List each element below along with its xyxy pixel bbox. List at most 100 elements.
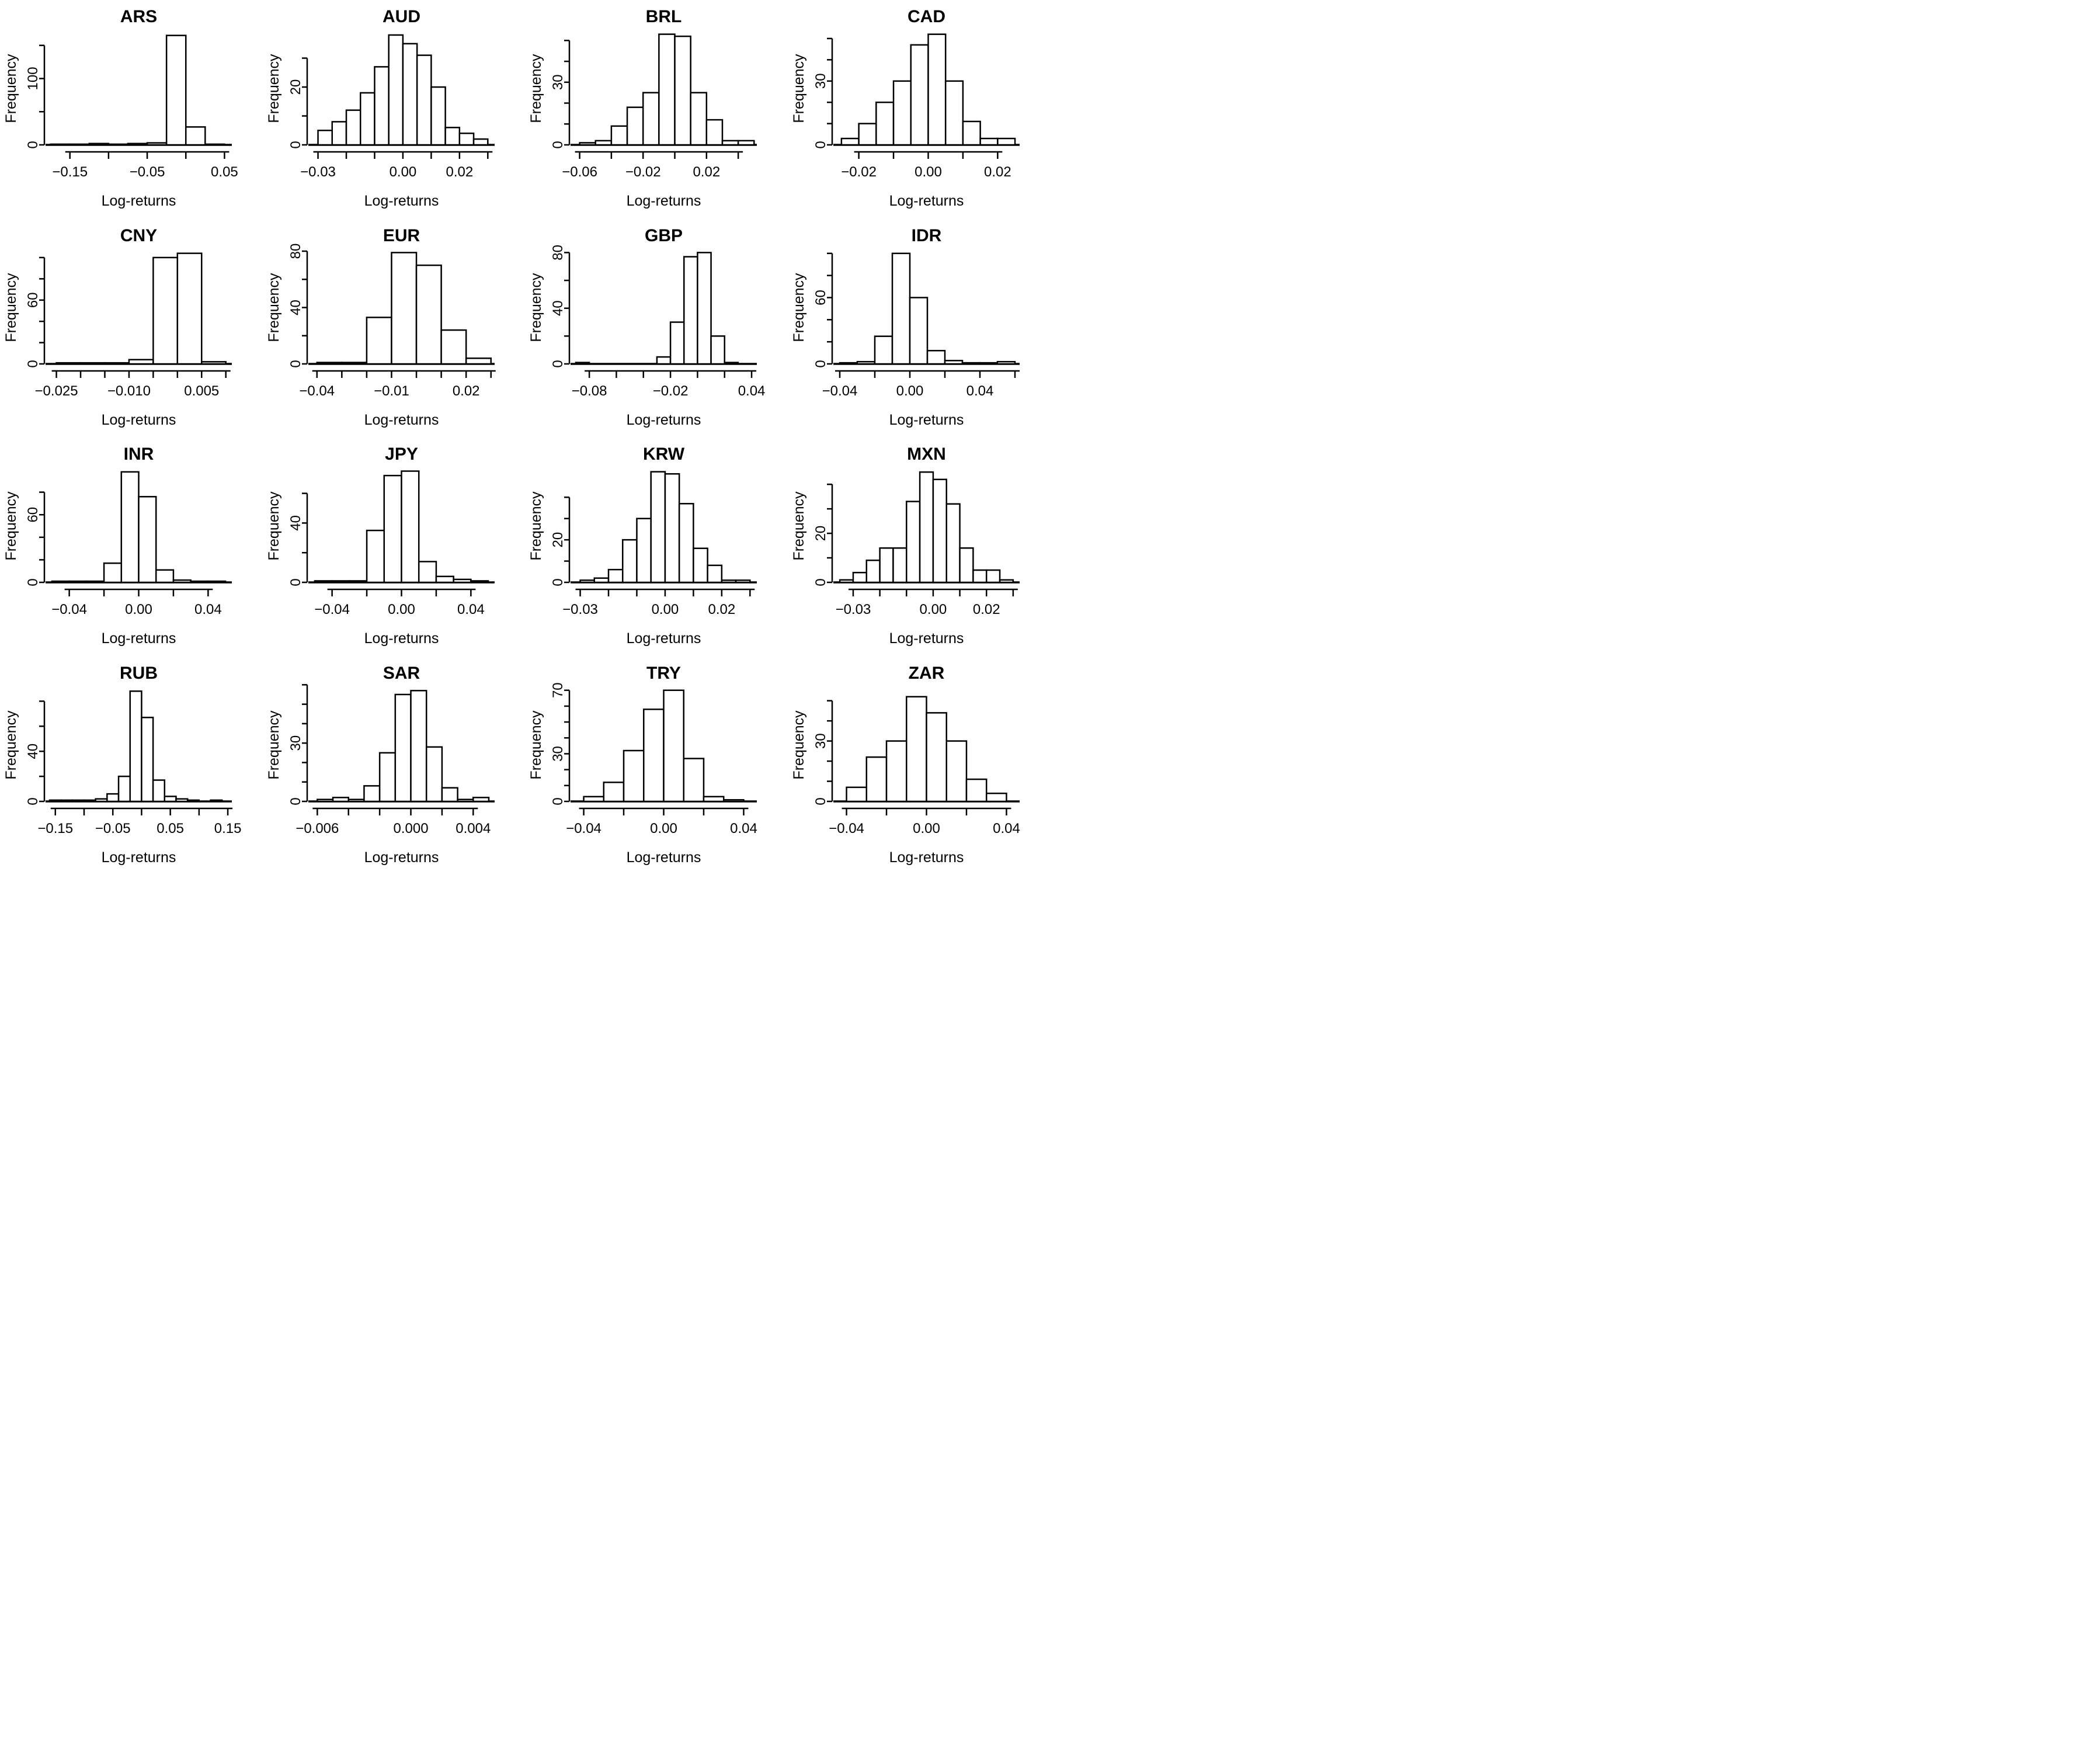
- histogram-bar: [932, 478, 947, 584]
- x-tick-label: −0.04: [566, 821, 602, 836]
- histogram-bar: [999, 579, 1014, 584]
- histogram-bar: [905, 696, 927, 802]
- histogram-bar: [607, 568, 624, 584]
- y-axis-label: Frequency: [791, 710, 807, 779]
- histogram-bar: [703, 796, 725, 802]
- histogram-bar: [332, 796, 349, 802]
- histogram-bar: [472, 796, 489, 802]
- histogram-bar: [120, 471, 140, 584]
- histogram-bar: [106, 793, 120, 802]
- histogram-bar: [48, 799, 62, 802]
- x-tick-label: 0.02: [452, 383, 479, 399]
- y-axis-label: Frequency: [3, 54, 19, 123]
- x-tick-label: −0.01: [374, 383, 409, 399]
- histogram-cell-IDR: IDR 0 60 −0.04 0.00 0.04 Log-returns Frequency: [788, 219, 1051, 438]
- histogram-bar: [141, 716, 154, 802]
- histogram-bar: [104, 362, 130, 364]
- y-tick-label: 40: [288, 300, 304, 315]
- x-tick-label: 0.00: [919, 602, 947, 617]
- x-axis-label: Log-returns: [627, 630, 701, 647]
- histogram-bar: [656, 356, 672, 364]
- y-axis-label: Frequency: [528, 710, 544, 779]
- histogram-bar: [892, 80, 912, 146]
- plot-title: IDR: [911, 226, 941, 245]
- x-tick-label: 0.05: [157, 821, 184, 836]
- histogram-bar: [441, 786, 458, 802]
- y-tick-label: 30: [813, 73, 829, 89]
- histogram-bar: [129, 690, 142, 802]
- chart-svg-ZAR: ZAR 0 30 −0.04 0.00 0.04 Log-returns Frequency: [791, 664, 1020, 866]
- x-tick-label: −0.06: [562, 164, 597, 180]
- plot-title: INR: [124, 445, 154, 464]
- histogram-bar: [452, 578, 472, 584]
- histogram-bar: [669, 321, 685, 364]
- histogram-bar: [373, 66, 390, 146]
- x-tick-label: −0.04: [299, 383, 335, 399]
- x-tick-label: 0.02: [693, 164, 720, 180]
- histogram-bar: [378, 752, 396, 802]
- histogram-bar: [72, 799, 85, 802]
- histogram-bar: [996, 137, 1016, 146]
- histogram-bar: [387, 34, 404, 146]
- x-axis-label: Log-returns: [627, 849, 701, 866]
- x-axis-label: Log-returns: [364, 412, 439, 428]
- histogram-bar: [103, 562, 123, 584]
- histogram-bar: [440, 329, 467, 364]
- histogram-bar: [874, 335, 893, 364]
- histogram-bar: [207, 580, 227, 584]
- histogram-bar: [710, 335, 725, 364]
- histogram-bar: [944, 359, 963, 364]
- chart-svg-GBP: GBP 0 40 80 −0.08 −0.02 0.04 Log-returns Frequen…: [528, 226, 765, 428]
- x-tick-label: −0.02: [841, 164, 877, 180]
- chart-svg-ARS: ARS 0 100 −0.15 −0.05 0.05 Log-returns Frequenc…: [3, 7, 238, 209]
- x-tick-label: −0.05: [95, 821, 131, 836]
- histogram-bar: [316, 361, 343, 364]
- histogram-bar: [176, 252, 203, 364]
- plot-title: TRY: [646, 664, 681, 683]
- histogram-bar: [390, 251, 417, 364]
- histogram-cell-AUD: AUD 0 20 −0.03 0.00 0.02 Log-returns Frequency: [263, 0, 526, 219]
- histogram-bar: [138, 496, 157, 584]
- x-axis-label: Log-returns: [102, 630, 176, 647]
- x-tick-label: 0.00: [388, 602, 415, 617]
- histogram-bar: [839, 579, 854, 584]
- histogram-bar: [470, 580, 489, 584]
- chart-svg-KRW: KRW 0 20 −0.03 0.00 0.02 Log-returns Frequency: [528, 445, 757, 647]
- x-axis-label: Log-returns: [364, 630, 439, 647]
- histogram-bar: [626, 106, 644, 146]
- y-tick-label: 0: [25, 578, 41, 586]
- y-tick-label: 0: [25, 797, 41, 805]
- histogram-bar: [435, 575, 454, 584]
- histogram-bar: [610, 125, 628, 146]
- histogram-bar: [400, 470, 419, 584]
- y-tick-label: 0: [550, 578, 566, 586]
- histogram-bar: [593, 577, 610, 584]
- plot-title: ARS: [120, 7, 157, 26]
- histogram-cell-ARS: ARS 0 100 −0.15 −0.05 0.05 Log-returns Frequenc…: [0, 0, 263, 219]
- histogram-bar: [204, 143, 225, 146]
- histogram-bar: [79, 362, 106, 364]
- histogram-bar: [175, 797, 189, 802]
- histogram-bar: [958, 547, 974, 584]
- x-axis-label: Log-returns: [889, 630, 964, 647]
- y-tick-label: 0: [550, 141, 566, 148]
- x-tick-label: 0.02: [983, 164, 1011, 180]
- histogram-bar: [86, 580, 105, 584]
- y-tick-label: 0: [288, 797, 304, 805]
- histogram-bar: [314, 580, 333, 584]
- histogram-bar: [865, 756, 887, 802]
- plot-title: CAD: [908, 7, 945, 26]
- histogram-bar: [650, 471, 666, 584]
- histogram-bar: [658, 33, 676, 146]
- histogram-bar: [735, 579, 751, 584]
- x-tick-label: −0.03: [562, 602, 598, 617]
- y-axis-label: Frequency: [266, 491, 282, 561]
- y-axis-label: Frequency: [791, 272, 807, 342]
- plot-title: KRW: [643, 445, 685, 464]
- histogram-bar: [674, 35, 691, 146]
- x-axis-label: Log-returns: [102, 412, 176, 428]
- x-tick-label: −0.15: [52, 164, 88, 180]
- histogram-bar: [910, 44, 929, 146]
- histogram-bar: [430, 86, 446, 146]
- y-tick-label: 20: [813, 526, 829, 541]
